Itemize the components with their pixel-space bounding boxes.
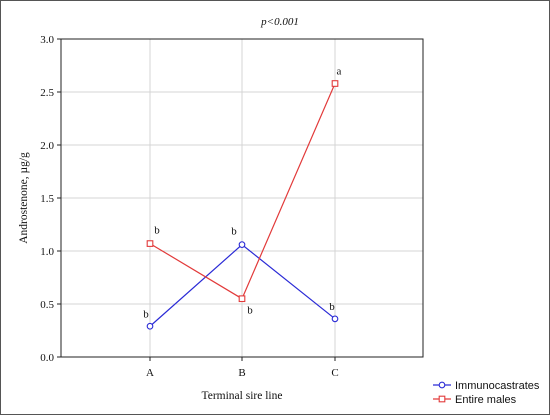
data-point bbox=[146, 322, 154, 330]
series: b b b b b a bbox=[143, 66, 342, 330]
legend-label: Entire males bbox=[455, 394, 517, 406]
x-tick-label: A bbox=[146, 367, 154, 379]
significance-letter: a bbox=[337, 66, 342, 78]
data-point bbox=[331, 315, 339, 323]
y-tick-label: 0.5 bbox=[40, 299, 54, 311]
legend-label: Immunocastrates bbox=[455, 380, 540, 392]
x-axis-label: Terminal sire line bbox=[202, 390, 283, 402]
data-point bbox=[238, 241, 246, 248]
y-tick-label: 1.0 bbox=[40, 246, 54, 258]
series-entire-males: b b a bbox=[146, 66, 342, 317]
significance-letter: b bbox=[247, 305, 253, 317]
data-point bbox=[146, 240, 154, 247]
legend-item: Entire males bbox=[433, 394, 517, 406]
legend-marker bbox=[438, 395, 446, 403]
significance-letter: b bbox=[231, 226, 237, 238]
significance-letter: b bbox=[154, 225, 160, 237]
chart-title: p<0.001 bbox=[260, 16, 299, 28]
x-tick-label: C bbox=[331, 367, 338, 379]
series-immunocastrates: b b b bbox=[143, 226, 339, 330]
y-tick-label: 1.5 bbox=[40, 193, 54, 205]
axes: 0.0 0.5 1.0 1.5 2.0 2.5 3.0 A B C bbox=[40, 34, 338, 379]
legend-item: Immunocastrates bbox=[433, 380, 540, 392]
data-point bbox=[238, 295, 246, 303]
data-point bbox=[331, 80, 339, 87]
legend: Immunocastrates Entire males bbox=[433, 380, 540, 406]
significance-letter: b bbox=[143, 308, 149, 320]
y-tick-label: 0.0 bbox=[40, 352, 54, 364]
y-tick-label: 2.0 bbox=[40, 140, 54, 152]
y-axis-label: Androstenone, µg/g bbox=[18, 152, 30, 244]
legend-marker bbox=[438, 381, 446, 389]
gridlines bbox=[61, 39, 423, 357]
significance-letter: b bbox=[329, 301, 335, 313]
x-tick-label: B bbox=[238, 367, 245, 379]
y-tick-label: 2.5 bbox=[40, 87, 54, 99]
y-tick-label: 3.0 bbox=[40, 34, 54, 46]
